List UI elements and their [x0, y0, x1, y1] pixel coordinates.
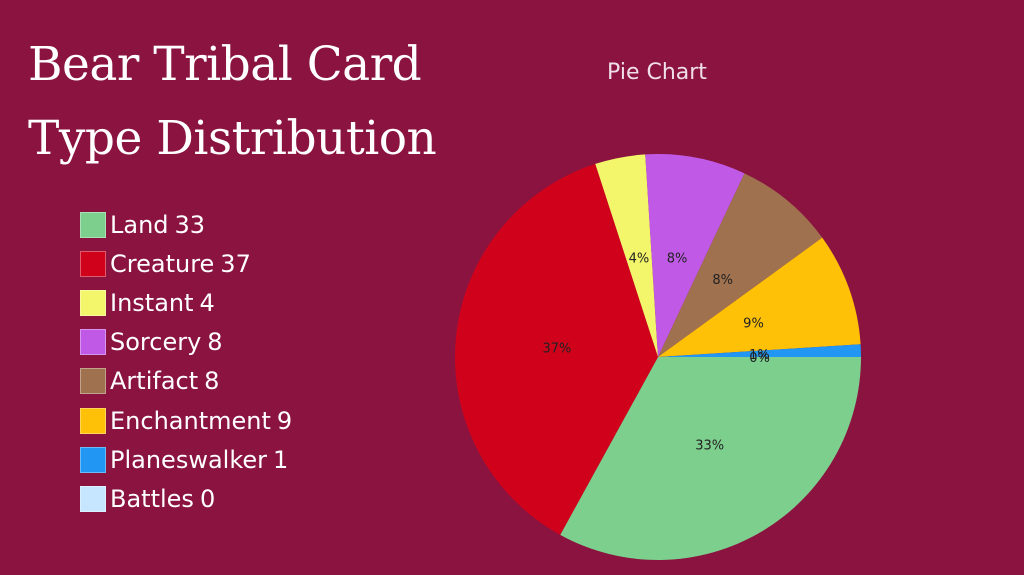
legend-swatch [80, 485, 106, 512]
legend-swatch [80, 407, 106, 434]
legend-item-planeswalker: Planeswalker 1 [80, 440, 292, 479]
legend-label: Artifact [110, 367, 199, 396]
legend-item-battles: Battles 0 [80, 479, 292, 518]
legend-item-instant: Instant 4 [80, 283, 292, 322]
pie-slice-sorcery [645, 154, 745, 357]
legend-value: 0 [199, 484, 216, 513]
legend-swatch [80, 289, 106, 316]
legend-value: 37 [220, 249, 251, 278]
legend-item-artifact: Artifact 8 [80, 362, 292, 401]
legend-swatch [80, 329, 106, 356]
legend-label: Planeswalker [110, 445, 268, 474]
pie-slice-land [560, 357, 861, 560]
legend-item-sorcery: Sorcery 8 [80, 323, 292, 362]
legend-swatch [80, 211, 106, 238]
pie-percent-label: 1% [749, 348, 770, 363]
legend-label: Enchantment [110, 406, 271, 435]
pie-percent-label: 0% [749, 351, 770, 366]
legend-item-land: Land 33 [80, 205, 292, 244]
pie-slice-enchantment [658, 237, 861, 357]
legend-value: 1 [273, 445, 289, 474]
pie-percent-label: 37% [542, 341, 571, 356]
legend-swatch [80, 368, 106, 395]
pie-percent-label: 4% [629, 251, 650, 266]
pie-percent-label: 9% [743, 317, 764, 332]
legend-label: Land [110, 210, 169, 239]
legend-value: 4 [199, 288, 215, 317]
pie-slice-creature [454, 163, 658, 535]
chart-legend: Land 33 Creature 37 Instant 4 Sorcery 8 Artifact… [80, 205, 292, 519]
pie-slice-artifact [658, 173, 823, 357]
pie-percent-label: 8% [667, 251, 688, 266]
legend-item-creature: Creature 37 [80, 244, 292, 283]
legend-label: Sorcery [110, 328, 202, 357]
legend-label: Battles [110, 484, 194, 513]
legend-swatch [80, 446, 106, 473]
legend-value: 33 [174, 210, 206, 239]
pie-percent-label: 8% [712, 273, 733, 288]
pie-slice-planeswalker [658, 344, 861, 357]
legend-label: Creature [110, 249, 215, 278]
legend-value: 9 [276, 406, 293, 435]
pie-percent-label: 33% [695, 438, 724, 453]
legend-value: 8 [204, 367, 220, 396]
legend-item-enchantment: Enchantment 9 [80, 401, 292, 440]
legend-value: 8 [207, 328, 223, 357]
chart-title: Pie Chart [607, 60, 707, 85]
legend-swatch [80, 250, 106, 277]
page-title: Bear Tribal Card Type Distribution [28, 37, 437, 166]
legend-label: Instant [110, 288, 194, 317]
pie-slice-instant [595, 154, 658, 357]
